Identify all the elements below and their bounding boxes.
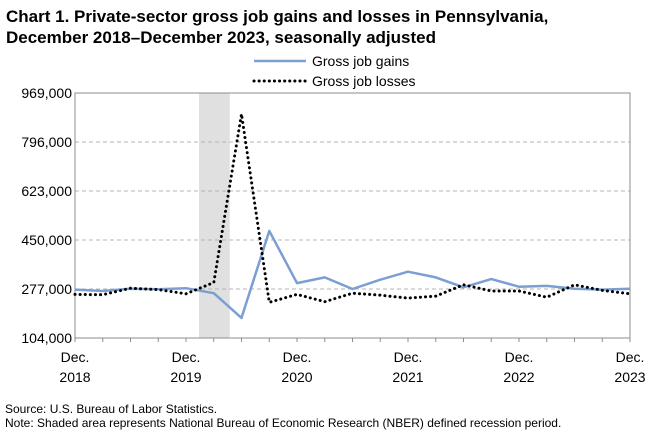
chart-title-line2: December 2018–December 2023, seasonally … xyxy=(6,28,436,47)
legend-label: Gross job losses xyxy=(312,73,415,89)
x-tick-label-month: Dec. xyxy=(616,349,645,365)
x-tick-label-month: Dec. xyxy=(172,349,201,365)
shading-note: Note: Shaded area represents National Bu… xyxy=(5,416,562,430)
y-tick-label: 277,000 xyxy=(21,281,72,297)
x-tick-label-year: 2018 xyxy=(59,369,90,385)
chart-title-line1: Chart 1. Private-sector gross job gains … xyxy=(6,7,549,26)
y-tick-label: 796,000 xyxy=(21,134,72,150)
x-tick-label-month: Dec. xyxy=(505,349,534,365)
x-tick-label-month: Dec. xyxy=(394,349,423,365)
source-note: Source: U.S. Bureau of Labor Statistics. xyxy=(5,402,218,416)
x-tick-label-year: 2022 xyxy=(503,369,534,385)
chart-title: Chart 1. Private-sector gross job gains … xyxy=(6,6,548,48)
x-tick-label-month: Dec. xyxy=(61,349,90,365)
y-tick-label: 450,000 xyxy=(21,232,72,248)
x-tick-label-year: 2020 xyxy=(281,369,312,385)
x-tick-label-year: 2023 xyxy=(614,369,645,385)
plot-area-border xyxy=(74,92,631,339)
x-tick-label-year: 2021 xyxy=(392,369,423,385)
y-tick-label: 104,000 xyxy=(21,330,72,346)
y-tick-label: 969,000 xyxy=(21,85,72,101)
legend-label: Gross job gains xyxy=(312,53,409,69)
x-tick-label-month: Dec. xyxy=(283,349,312,365)
x-tick-label-year: 2019 xyxy=(170,369,201,385)
series-line-gains xyxy=(74,229,631,320)
y-tick-label: 623,000 xyxy=(21,183,72,199)
